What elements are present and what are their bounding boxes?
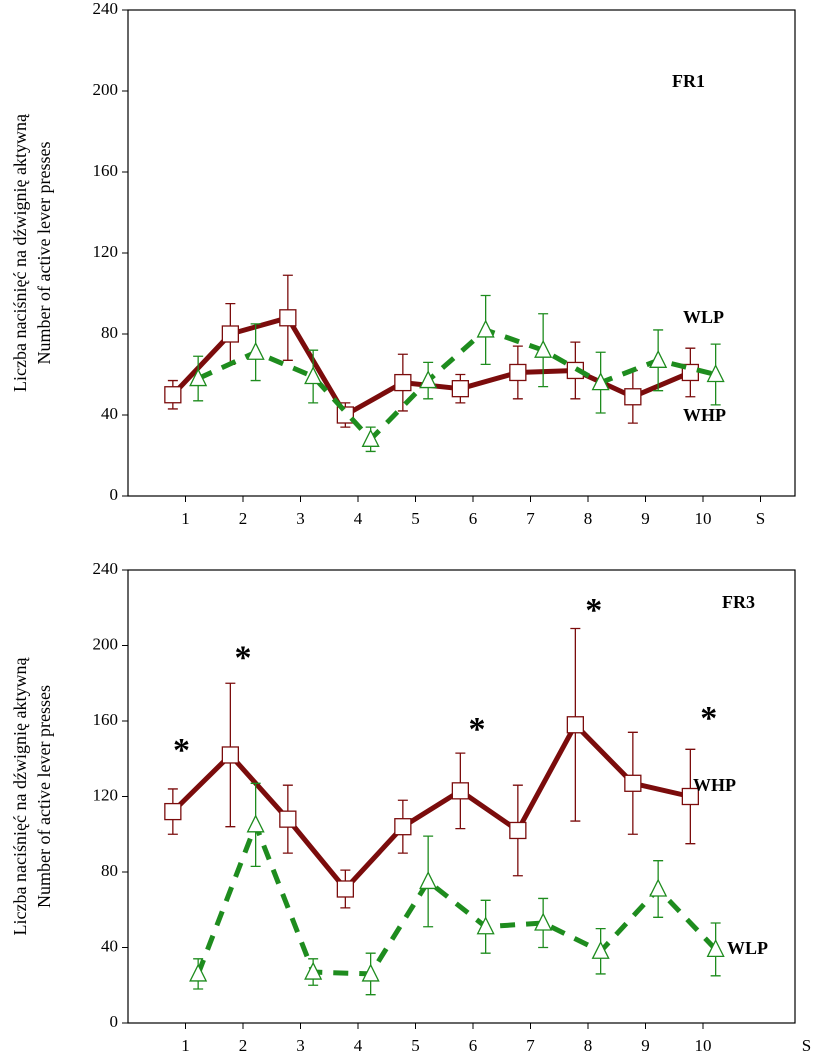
y-axis-label: Number of active lever presses	[34, 685, 54, 908]
series-label: WHP	[693, 775, 736, 795]
marker-triangle	[534, 912, 553, 931]
y-tick-label: 200	[93, 634, 119, 653]
series-label: WLP	[727, 938, 768, 958]
x-tick-label: 7	[526, 509, 535, 528]
marker-square	[164, 386, 182, 404]
x-tick-label: S	[802, 1036, 811, 1055]
y-axis-label: Liczba naciśnięć na dźwignię aktywną	[10, 113, 30, 392]
marker-square	[336, 880, 355, 898]
y-tick-label: 200	[93, 80, 119, 99]
y-tick-label: 80	[101, 861, 118, 880]
x-tick-label: 3	[296, 509, 305, 528]
marker-triangle	[534, 339, 553, 358]
marker-triangle	[706, 938, 725, 958]
y-tick-label: 80	[101, 323, 118, 342]
y-tick-label: 0	[110, 1012, 119, 1031]
x-tick-label: 1	[181, 509, 190, 528]
x-tick-label: 9	[641, 509, 650, 528]
marker-square	[451, 380, 470, 398]
y-tick-label: 120	[93, 242, 119, 261]
series-label: WHP	[683, 405, 726, 425]
marker-triangle	[189, 368, 208, 387]
x-tick-label: 10	[695, 509, 712, 528]
marker-square	[509, 821, 527, 840]
x-tick-label: 7	[526, 1036, 535, 1055]
x-tick-label: 3	[296, 1036, 305, 1055]
marker-square	[566, 716, 584, 734]
x-tick-label: 2	[239, 509, 248, 528]
y-tick-label: 240	[93, 559, 119, 578]
y-tick-label: 0	[110, 485, 119, 504]
x-tick-label: 8	[584, 1036, 593, 1055]
marker-triangle	[591, 372, 610, 391]
marker-square	[509, 363, 527, 382]
y-tick-label: 160	[93, 710, 119, 729]
x-tick-label: 1	[181, 1036, 190, 1055]
marker-triangle	[591, 940, 610, 959]
significance-mark: *	[585, 592, 602, 629]
panel-title: FR1	[672, 71, 705, 91]
x-tick-label: 8	[584, 509, 593, 528]
series-line	[197, 327, 717, 442]
marker-square	[624, 774, 642, 792]
marker-triangle	[419, 870, 438, 890]
significance-mark: *	[235, 639, 252, 676]
y-tick-label: 120	[93, 785, 119, 804]
x-tick-label: 5	[411, 509, 420, 528]
marker-triangle	[419, 370, 438, 389]
marker-triangle	[189, 963, 208, 982]
series-label: WLP	[683, 307, 724, 327]
marker-square	[221, 325, 240, 343]
marker-square	[451, 782, 470, 800]
marker-square	[624, 388, 642, 406]
y-axis-label: Number of active lever presses	[34, 142, 54, 365]
marker-square	[164, 802, 182, 821]
series-line	[171, 722, 691, 892]
y-tick-label: 160	[93, 161, 119, 180]
x-tick-label: 10	[695, 1036, 712, 1055]
marker-square	[394, 373, 412, 392]
marker-square	[681, 787, 699, 806]
marker-triangle	[649, 878, 668, 897]
marker-triangle	[361, 963, 380, 982]
marker-square	[221, 746, 240, 764]
significance-mark: *	[173, 732, 190, 769]
marker-triangle	[476, 916, 495, 935]
marker-triangle	[649, 349, 668, 368]
panel-title: FR3	[722, 592, 755, 612]
series-line	[171, 315, 692, 418]
x-tick-label: S	[756, 509, 765, 528]
x-tick-label: 6	[469, 1036, 478, 1055]
marker-triangle	[246, 814, 265, 833]
significance-mark: *	[700, 700, 717, 737]
x-tick-label: 4	[354, 1036, 363, 1055]
marker-square	[279, 810, 297, 828]
x-tick-label: 5	[411, 1036, 420, 1055]
marker-triangle	[361, 428, 380, 447]
x-tick-label: 6	[469, 509, 478, 528]
marker-triangle	[246, 341, 265, 360]
x-tick-label: 4	[354, 509, 363, 528]
marker-triangle	[476, 319, 495, 338]
y-tick-label: 240	[93, 0, 119, 18]
series-line	[195, 822, 718, 977]
significance-mark: *	[469, 711, 486, 748]
marker-triangle	[304, 961, 323, 980]
x-tick-label: 9	[641, 1036, 650, 1055]
marker-square	[279, 309, 297, 327]
y-tick-label: 40	[101, 404, 118, 423]
y-axis-label: Liczba naciśnięć na dźwignię aktywną	[10, 657, 30, 936]
marker-square	[394, 818, 412, 836]
marker-triangle	[304, 366, 323, 385]
y-tick-label: 40	[101, 936, 118, 955]
x-tick-label: 2	[239, 1036, 248, 1055]
marker-triangle	[706, 364, 725, 383]
